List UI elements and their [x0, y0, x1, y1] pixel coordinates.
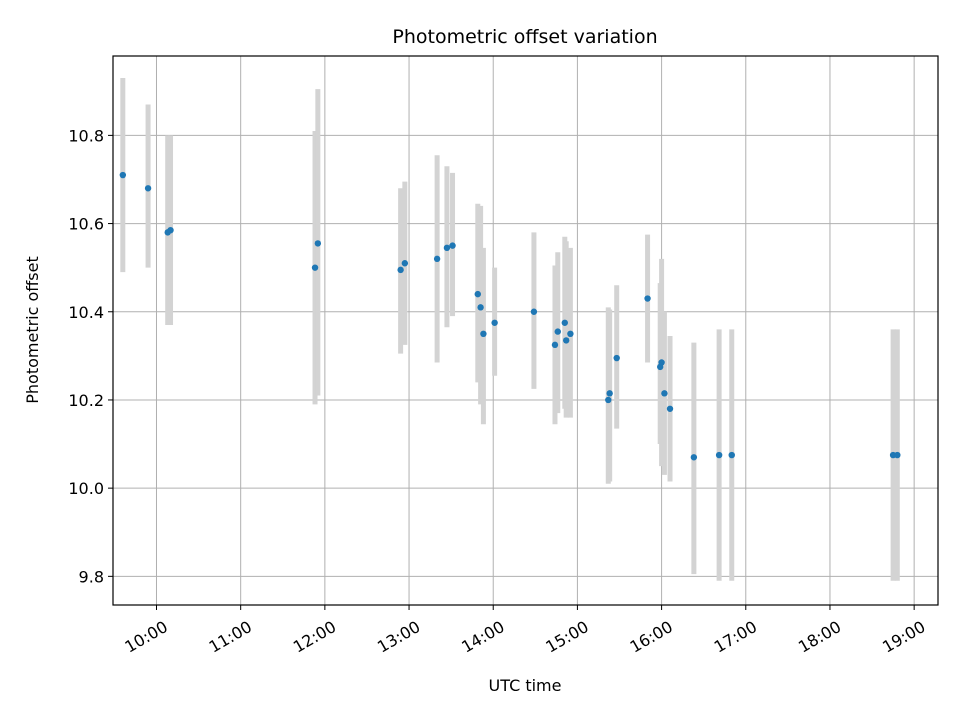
data-point	[433, 255, 441, 263]
y-tick-label: 9.8	[79, 567, 104, 586]
data-point	[144, 185, 152, 192]
y-tick-label: 10.4	[68, 303, 104, 322]
grid	[113, 56, 938, 605]
data-point	[567, 330, 574, 338]
data-point	[554, 328, 561, 335]
data-point	[474, 290, 481, 298]
data-point	[605, 396, 612, 404]
data-point	[690, 454, 698, 461]
y-tick-label: 10.2	[68, 391, 104, 410]
plot-area	[113, 56, 938, 605]
data-point	[119, 171, 127, 179]
data-point	[666, 405, 674, 412]
y-axis: 9.8 10.0 10.2 10.4 10.6 10.8	[68, 126, 113, 586]
y-axis-title: Photometric offset	[23, 256, 42, 404]
data-point	[397, 266, 404, 274]
data-point	[613, 354, 620, 362]
data-points	[119, 171, 901, 461]
data-point	[311, 264, 319, 271]
y-tick-label: 10.6	[68, 215, 104, 234]
y-tick-label: 10.0	[68, 479, 104, 498]
chart-title: Photometric offset variation	[392, 26, 657, 48]
data-point	[561, 319, 568, 326]
x-axis-title: UTC time	[489, 676, 562, 695]
data-point	[491, 319, 498, 326]
data-point	[894, 451, 901, 459]
data-point	[401, 260, 409, 267]
data-point	[480, 330, 487, 338]
data-point	[449, 242, 456, 249]
data-point	[644, 295, 651, 302]
data-point	[477, 304, 484, 311]
data-point	[530, 308, 538, 315]
plot-frame	[112, 55, 939, 606]
data-point	[661, 390, 668, 397]
data-point	[551, 341, 559, 349]
data-point	[167, 226, 174, 234]
y-tick-label: 10.8	[68, 126, 104, 145]
data-point	[715, 451, 723, 459]
data-point	[562, 337, 570, 344]
data-point	[728, 451, 735, 459]
data-point	[443, 244, 451, 252]
data-point	[658, 359, 665, 366]
data-point	[314, 240, 322, 247]
data-point	[606, 390, 613, 397]
